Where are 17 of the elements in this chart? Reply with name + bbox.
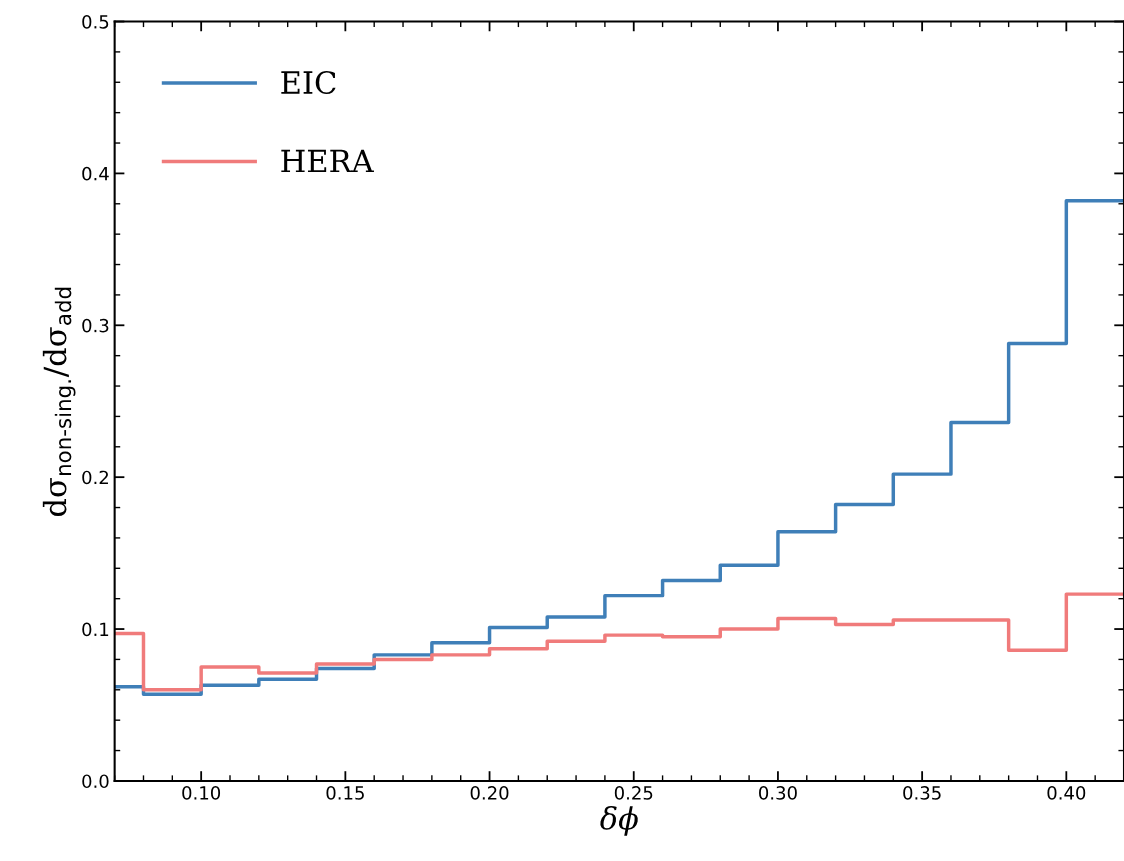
y-tick-label: 0.0 [82,774,109,789]
x-tick-label: 0.15 [326,786,364,800]
y-tick-label: 0.3 [82,318,109,333]
x-tick-label: 0.10 [182,786,221,800]
x-tick-label: 0.40 [1047,786,1086,800]
y-axis-title: dσ$_{non-sing.}$/dσ$_{add}$ [42,287,76,517]
x-axis-title: δϕ [600,806,638,836]
y-tick-label: 0.2 [82,470,108,485]
legend-label: EIC [281,70,336,95]
x-tick-label: 0.35 [903,786,941,800]
x-tick-label: 0.20 [470,786,509,800]
y-tick-label: 0.4 [82,166,109,181]
y-tick-label: 0.5 [82,14,109,29]
x-tick-label: 0.30 [759,786,797,800]
legend-label: HERA [281,149,374,173]
y-tick-label: 0.1 [82,622,109,637]
x-tick-label: 0.25 [614,786,653,800]
